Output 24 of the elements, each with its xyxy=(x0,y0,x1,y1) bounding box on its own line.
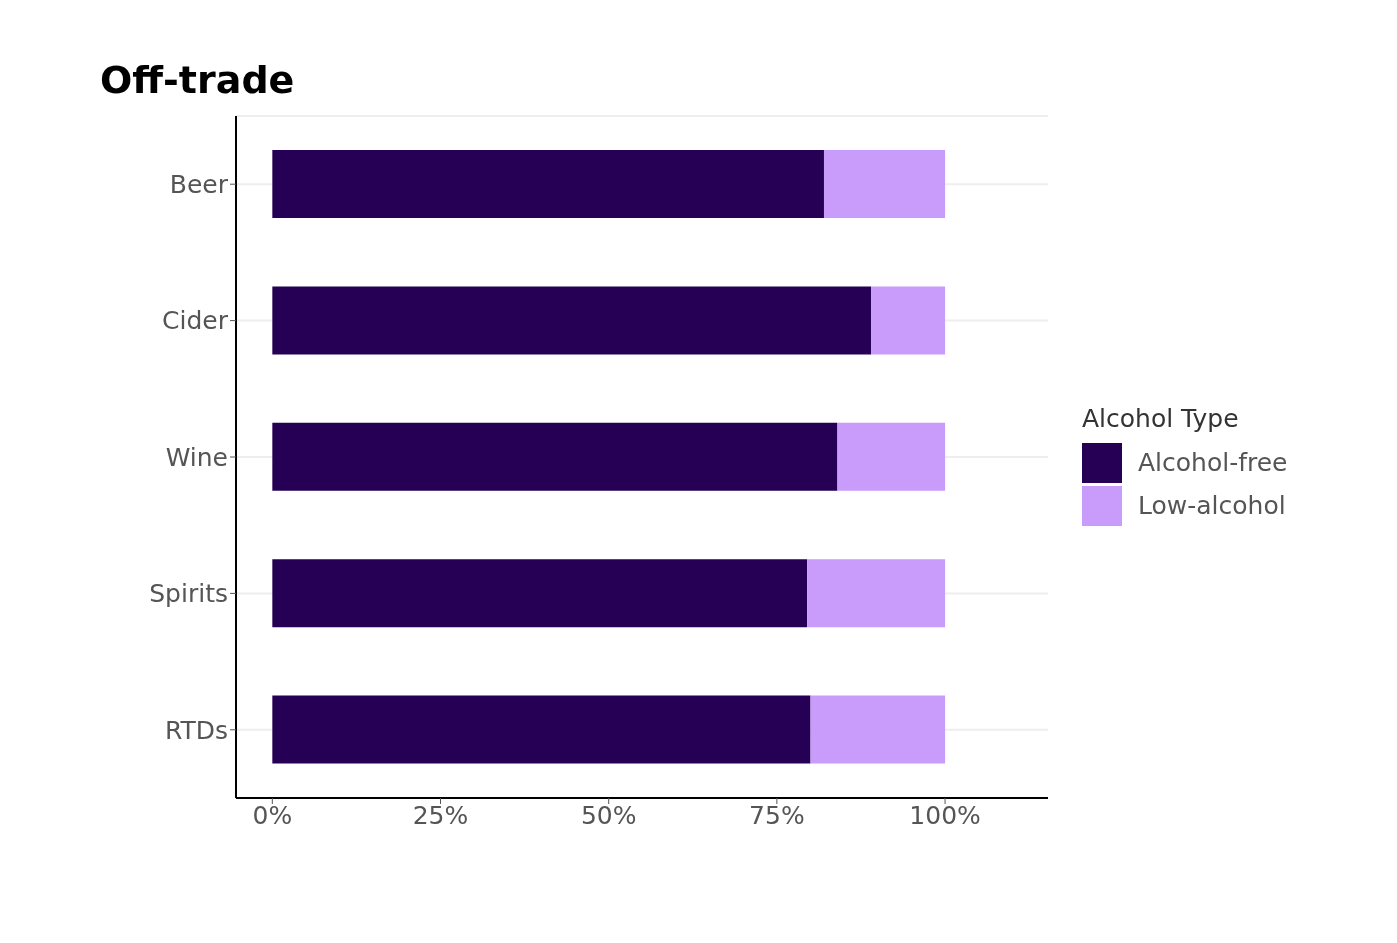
legend-label: Low-alcohol xyxy=(1138,491,1286,520)
y-tick-label: Cider xyxy=(162,306,229,336)
bar xyxy=(807,559,946,628)
bar xyxy=(272,559,808,628)
y-tick-label: Wine xyxy=(165,442,228,472)
y-tick-label: Spirits xyxy=(149,579,228,609)
x-tick-label: 25% xyxy=(412,800,469,830)
bar xyxy=(272,695,811,764)
y-tick-label: Beer xyxy=(169,170,229,200)
bar xyxy=(272,286,872,355)
x-tick-label: 75% xyxy=(749,800,805,830)
bar xyxy=(837,422,946,491)
bar xyxy=(272,150,824,218)
bar xyxy=(871,286,946,355)
x-tick-label: 0% xyxy=(252,800,293,830)
x-tick-label: 100% xyxy=(909,800,981,830)
bar xyxy=(272,422,838,491)
chart-title: Off-trade xyxy=(100,58,295,102)
x-tick-label: 50% xyxy=(580,800,637,830)
legend-title: Alcohol Type xyxy=(1082,404,1240,433)
bar xyxy=(810,695,946,764)
legend-label: Alcohol-free xyxy=(1138,448,1288,477)
bar xyxy=(823,150,946,218)
y-tick-label: RTDs xyxy=(164,715,228,745)
